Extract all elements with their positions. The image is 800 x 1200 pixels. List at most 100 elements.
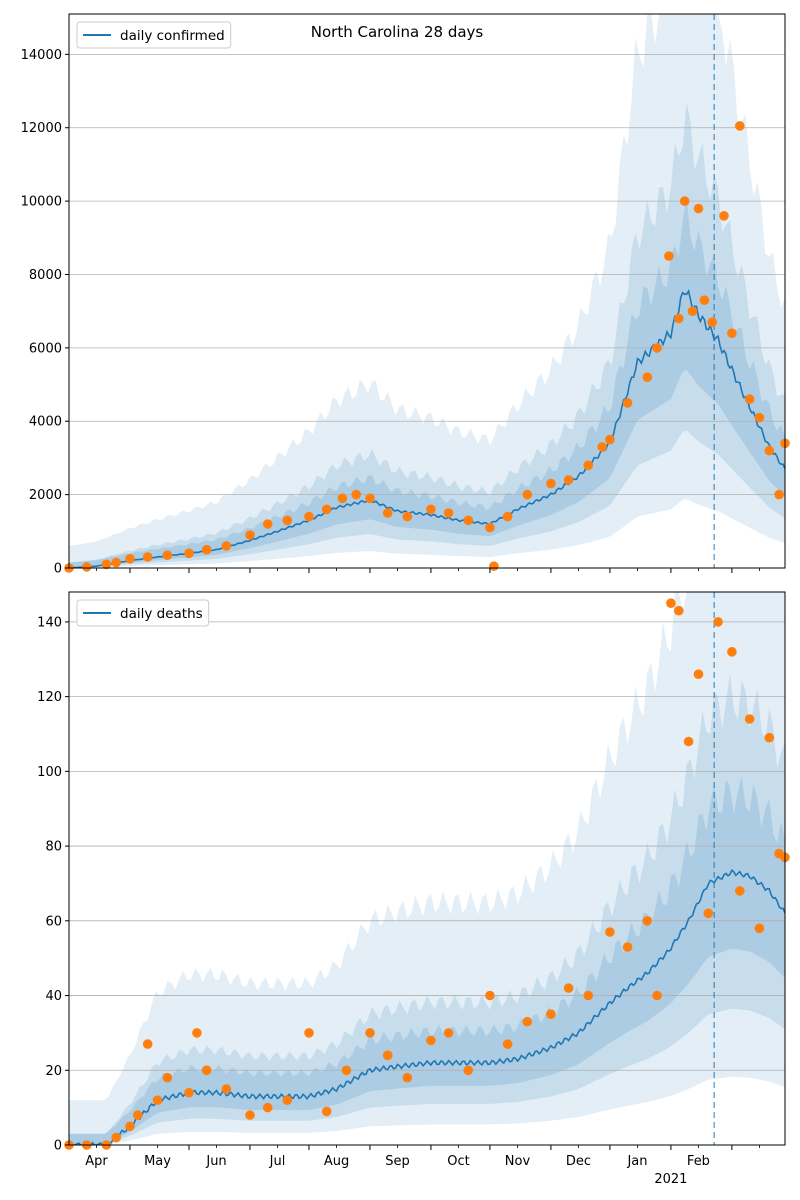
y-tick-label: 40	[45, 989, 62, 1004]
confirmed-y-ticks: 0 2000 4000 6000 8000 10000 12000 14000	[21, 48, 69, 577]
data-point	[735, 121, 745, 131]
data-point	[502, 1039, 513, 1049]
confirmed-legend: daily confirmed	[76, 21, 232, 49]
data-point	[111, 1132, 121, 1143]
confidence-band	[69, 198, 785, 568]
data-point	[707, 317, 717, 328]
data-point	[664, 251, 674, 261]
data-point	[546, 478, 556, 489]
data-point	[754, 923, 765, 934]
confidence-band	[69, 14, 785, 568]
x-tick-label: Jan	[626, 1154, 647, 1169]
data-point	[764, 732, 775, 743]
data-point	[563, 983, 574, 993]
data-point	[184, 1087, 194, 1098]
data-point	[463, 1065, 474, 1076]
data-point	[245, 530, 255, 540]
data-point	[152, 1095, 163, 1105]
data-point	[597, 442, 607, 452]
data-point	[583, 990, 594, 1001]
data-point	[365, 493, 375, 504]
data-point	[81, 562, 92, 572]
x-tick-label: Nov	[505, 1154, 531, 1169]
data-point	[101, 559, 112, 570]
y-tick-label: 140	[37, 615, 62, 630]
data-point	[583, 460, 594, 471]
x-tick-label: Jun	[205, 1154, 226, 1169]
data-point	[125, 554, 135, 564]
data-point	[744, 394, 755, 405]
data-point	[727, 647, 737, 657]
y-tick-label: 4000	[29, 415, 62, 430]
data-point	[666, 598, 676, 608]
deaths-scatter-series	[64, 598, 790, 1150]
confirmed-axes-frame	[68, 13, 786, 569]
x-tick-label: Dec	[566, 1154, 591, 1169]
data-point	[674, 605, 684, 616]
y-tick-label: 80	[45, 840, 62, 855]
data-point	[142, 1039, 153, 1049]
data-point	[754, 412, 765, 423]
data-point	[485, 522, 495, 533]
data-point	[735, 886, 745, 896]
data-point	[304, 511, 314, 522]
legend-label: daily deaths	[120, 606, 203, 622]
data-point	[192, 1028, 202, 1038]
data-point	[365, 1028, 375, 1038]
confirmed-panel: 0 2000 4000 6000 8000 10000 12000 14000 North C…	[21, 13, 790, 577]
confidence-band	[69, 102, 785, 568]
x-tick-label: May	[144, 1154, 171, 1169]
y-tick-label: 0	[54, 1139, 62, 1154]
data-point	[133, 1110, 143, 1120]
data-point	[485, 990, 495, 1001]
y-tick-label: 10000	[21, 195, 62, 210]
data-point	[382, 1050, 393, 1061]
data-point	[304, 1028, 314, 1038]
data-point	[713, 617, 723, 627]
data-point	[563, 475, 574, 485]
data-point	[642, 916, 653, 926]
data-point	[262, 519, 273, 529]
data-point	[652, 343, 662, 353]
data-point	[605, 927, 615, 937]
data-point	[699, 295, 710, 306]
data-point	[774, 489, 784, 500]
data-point	[674, 313, 684, 324]
deaths-y-ticks: 0 20 40 60 80 100 120 140	[37, 615, 69, 1154]
legend-box	[76, 599, 210, 627]
data-point	[402, 511, 413, 522]
data-point	[652, 990, 662, 1001]
y-tick-label: 100	[37, 765, 62, 780]
x-tick-label: Feb	[687, 1154, 710, 1169]
data-point	[321, 504, 332, 515]
data-point	[703, 908, 714, 919]
data-point	[184, 548, 194, 559]
data-point	[622, 398, 633, 408]
data-point	[687, 306, 698, 317]
confirmed-confidence-bands	[69, 14, 785, 568]
y-tick-label: 14000	[21, 48, 62, 63]
confidence-band	[69, 776, 785, 1145]
data-point	[282, 1095, 293, 1105]
x-tick-label: Oct	[447, 1154, 469, 1169]
legend-label: daily confirmed	[120, 28, 225, 44]
data-point	[764, 445, 775, 456]
confirmed-x-ticks	[96, 568, 760, 573]
y-tick-label: 6000	[29, 341, 62, 356]
deaths-axes-frame	[68, 591, 786, 1146]
data-point	[426, 1035, 436, 1046]
confirmed-scatter-series	[64, 121, 790, 573]
data-point	[162, 1072, 173, 1083]
data-point	[679, 196, 690, 206]
data-point	[489, 561, 499, 571]
confirmed-gridlines	[69, 53, 785, 496]
legend-box	[76, 21, 232, 49]
data-point	[426, 504, 436, 515]
data-point	[605, 434, 615, 445]
data-point	[522, 1016, 533, 1027]
data-point	[337, 493, 348, 504]
y-tick-label: 12000	[21, 121, 62, 136]
x-axis-year-label: 2021	[654, 1172, 687, 1187]
data-point	[502, 511, 513, 522]
